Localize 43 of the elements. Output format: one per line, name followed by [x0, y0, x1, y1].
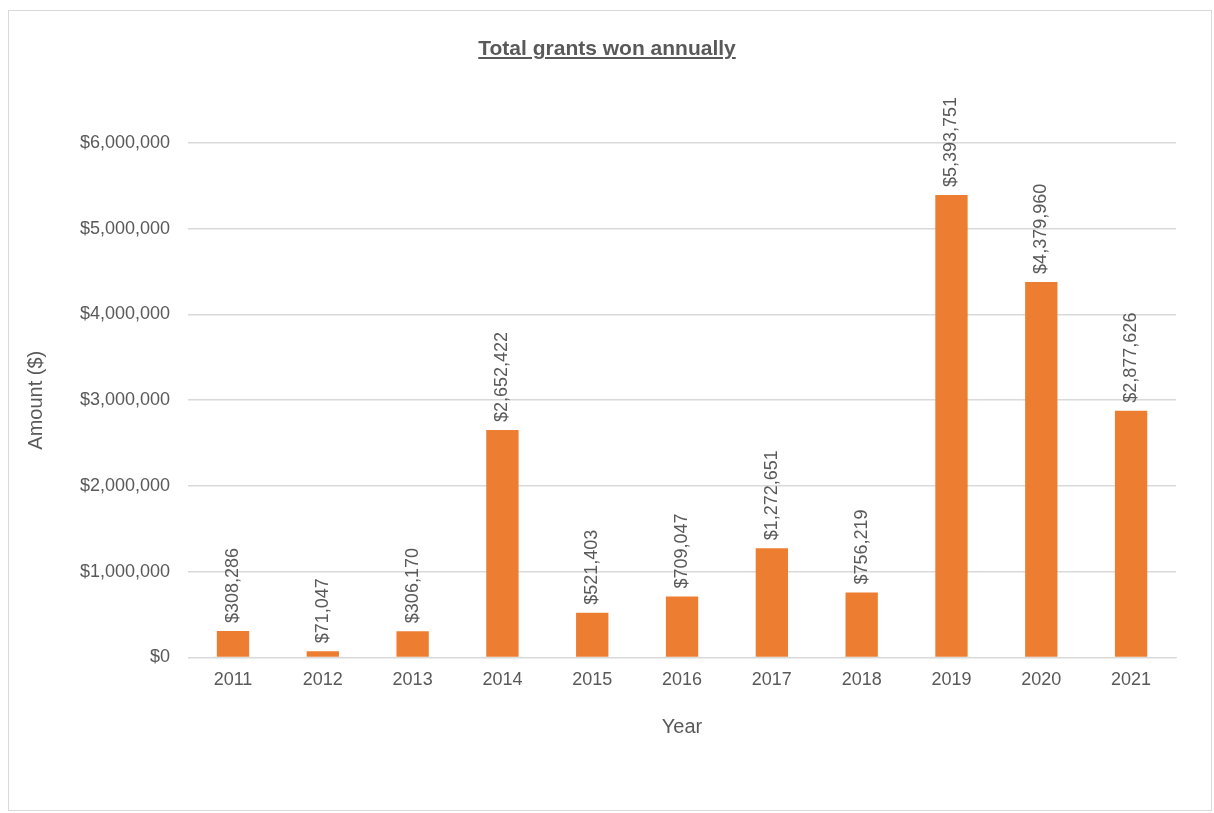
y-tick-label: $1,000,000: [79, 560, 171, 581]
x-tick-label: 2016: [662, 669, 703, 690]
x-tick-label: 2021: [1111, 669, 1152, 690]
data-label: $5,393,751: [940, 96, 961, 187]
bar: [216, 630, 250, 657]
data-label: $2,652,422: [491, 331, 512, 422]
data-label: $756,219: [850, 509, 871, 585]
bar: [755, 548, 789, 657]
y-tick-label: $4,000,000: [79, 303, 171, 324]
bar: [576, 612, 609, 657]
bar: [306, 651, 339, 657]
x-tick-label: 2018: [841, 669, 882, 690]
y-tick-label: $3,000,000: [79, 389, 171, 410]
x-axis-title: Year: [661, 714, 703, 737]
x-tick-label: 2013: [392, 669, 433, 690]
x-tick-label: 2019: [931, 669, 972, 690]
bar: [1114, 410, 1148, 657]
bar: [396, 631, 429, 657]
x-tick-label: 2014: [482, 669, 523, 690]
bar: [1025, 281, 1058, 657]
bar: [845, 592, 878, 657]
x-tick-label: 2020: [1021, 669, 1062, 690]
data-label: $2,877,626: [1120, 312, 1141, 403]
chart-title: Total grants won annually: [477, 36, 737, 60]
y-axis-title: Amount ($): [23, 350, 46, 450]
data-label: $1,272,651: [760, 450, 781, 541]
bar: [486, 430, 519, 657]
data-label: $4,379,960: [1030, 183, 1051, 274]
x-tick-label: 2015: [572, 669, 613, 690]
data-label: $709,047: [671, 513, 692, 589]
y-tick-label: $6,000,000: [79, 131, 171, 152]
x-tick-label: 2012: [302, 669, 343, 690]
data-label: $306,170: [401, 548, 422, 624]
y-tick-label: $2,000,000: [79, 474, 171, 495]
x-tick-label: 2011: [213, 669, 253, 690]
data-label: $521,403: [581, 529, 602, 605]
bar: [935, 194, 968, 657]
data-label: $71,047: [311, 578, 332, 644]
y-tick-label: $5,000,000: [79, 217, 171, 238]
y-tick-label: $0: [150, 646, 171, 667]
x-tick-label: 2017: [751, 669, 792, 690]
data-label: $308,286: [221, 547, 242, 623]
bar: [665, 596, 699, 657]
